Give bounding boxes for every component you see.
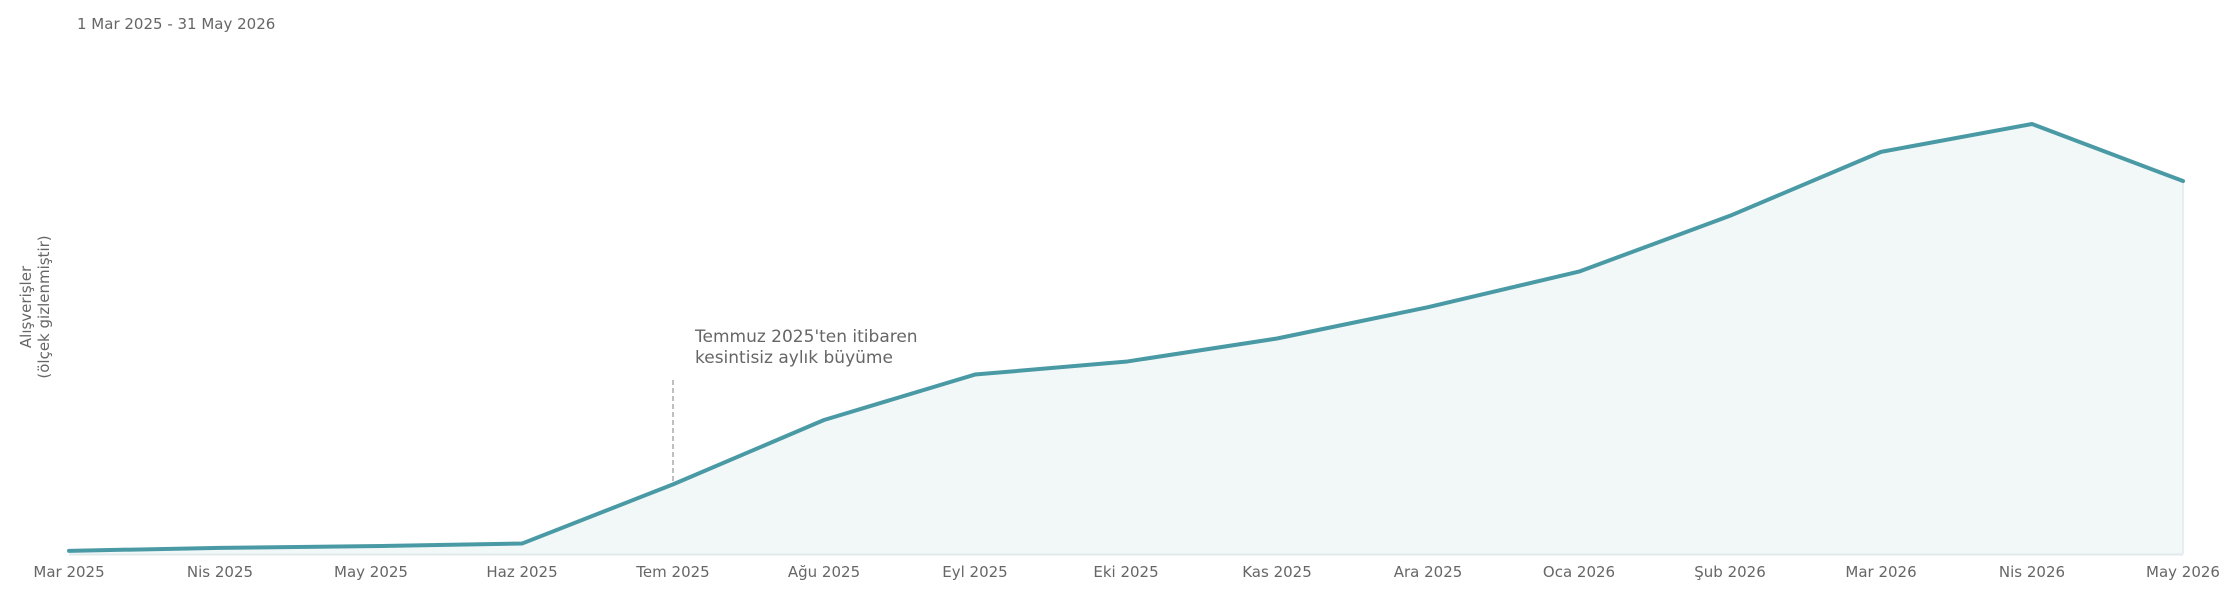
data-point <box>1124 360 1128 364</box>
data-point <box>1728 214 1732 218</box>
x-tick-label: Nis 2026 <box>1999 563 2065 581</box>
data-point <box>67 549 71 553</box>
x-tick-label: Mar 2026 <box>1845 563 1916 581</box>
x-tick-label: Oca 2026 <box>1543 563 1615 581</box>
y-axis-label-line: Alışverişler <box>17 265 35 348</box>
data-point <box>1426 305 1430 309</box>
series-line <box>67 122 2185 553</box>
x-tick-label: Ağu 2025 <box>788 563 860 581</box>
y-axis-label-line: (ölçek gizlenmiştir) <box>35 235 53 378</box>
x-tick-label: Eyl 2025 <box>942 563 1007 581</box>
data-point <box>973 373 977 377</box>
annotation-text-line: kesintisiz aylık büyüme <box>695 348 893 368</box>
x-tick-label: Şub 2026 <box>1694 563 1766 581</box>
annotation-text: Temmuz 2025'ten itibaren kesintisiz aylık… <box>694 327 918 368</box>
annotation-text-line: Temmuz 2025'ten itibaren <box>694 327 918 347</box>
x-tick-label: Haz 2025 <box>486 563 557 581</box>
data-point <box>822 418 826 422</box>
x-tick-label: Eki 2025 <box>1093 563 1158 581</box>
data-point <box>2181 179 2185 183</box>
data-point <box>1879 150 1883 154</box>
data-point <box>520 542 524 546</box>
data-point <box>218 546 222 550</box>
data-point <box>2030 122 2034 126</box>
data-point <box>1577 270 1581 274</box>
x-tick-label: Mar 2025 <box>33 563 104 581</box>
x-tick-label: Nis 2025 <box>187 563 253 581</box>
data-point <box>671 482 675 486</box>
x-tick-label: Tem 2025 <box>635 563 709 581</box>
x-tick-label: Ara 2025 <box>1394 563 1463 581</box>
x-tick-label: May 2026 <box>2146 563 2220 581</box>
y-axis-label: Alışverişler(ölçek gizlenmiştir) <box>17 235 53 378</box>
data-point <box>369 544 373 548</box>
chart-subtitle: 1 Mar 2025 - 31 May 2026 <box>77 15 276 33</box>
data-point <box>1275 337 1279 341</box>
x-tick-label: May 2025 <box>334 563 408 581</box>
area-fill <box>69 124 2183 554</box>
x-tick-label: Kas 2025 <box>1242 563 1312 581</box>
